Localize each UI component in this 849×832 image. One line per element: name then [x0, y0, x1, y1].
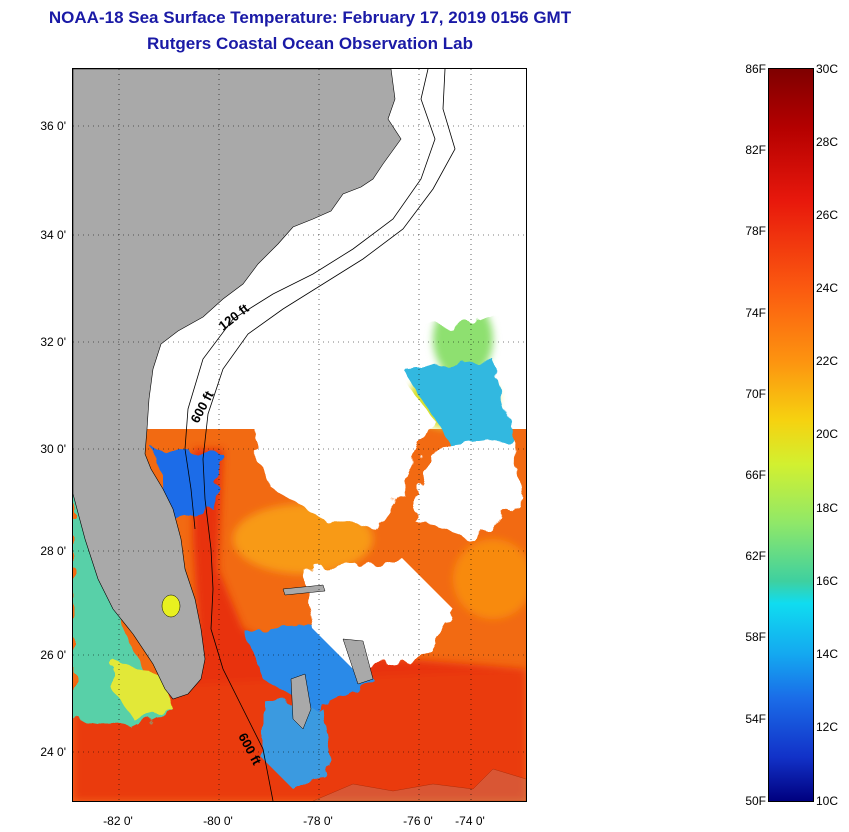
cloud-mass-south	[303, 559, 453, 669]
colorbar-label-82f: 82F	[745, 143, 766, 157]
colorbar-label-70f: 70F	[745, 387, 766, 401]
temperature-colorbar	[768, 68, 814, 802]
land-southeast-us	[73, 69, 402, 700]
colorbar-label-58f: 58F	[745, 630, 766, 644]
colorbar-label-10c: 10C	[816, 794, 839, 808]
colorbar-label-66f: 66F	[745, 468, 766, 482]
colorbar-label-12c: 12C	[816, 720, 839, 734]
lat-label-28: 28 0'	[40, 544, 66, 558]
lon-label-82: -82 0'	[103, 814, 133, 828]
cloud-upper-right	[413, 214, 483, 249]
map-title: NOAA-18 Sea Surface Temperature: Februar…	[48, 8, 572, 27]
cool-water-bahamas	[263, 699, 333, 789]
colorbar-label-16c: 16C	[816, 574, 839, 588]
cuba-coast	[312, 768, 526, 801]
contour-120ft	[184, 69, 436, 530]
sst-map: 120 ft 600 ft 600 ft	[72, 68, 527, 802]
lon-label-80: -80 0'	[203, 814, 233, 828]
lon-label-74: -74 0'	[455, 814, 485, 828]
lat-label-30: 30 0'	[40, 442, 66, 456]
colorbar-label-54f: 54F	[745, 712, 766, 726]
lat-label-24: 24 0'	[40, 745, 66, 759]
gulf-yellow-water	[113, 659, 173, 719]
bahamas-island-eleuthera	[342, 638, 374, 685]
lon-label-76: -76 0'	[403, 814, 433, 828]
colorbar-label-20c: 20C	[816, 427, 839, 441]
colorbar-label-18c: 18C	[816, 501, 839, 515]
colorbar-label-24c: 24C	[816, 281, 839, 295]
cool-water-east	[403, 359, 513, 449]
sst-map-graphic: 120 ft 600 ft 600 ft	[73, 69, 526, 801]
lat-label-26: 26 0'	[40, 648, 66, 662]
colorbar-label-50f: 50F	[745, 794, 766, 808]
colorbar-label-22c: 22C	[816, 354, 839, 368]
cloud-mass-mid	[253, 379, 433, 529]
bahamas-island-andros	[290, 673, 312, 730]
colorbar-label-28c: 28C	[816, 135, 839, 149]
colorbar-label-26c: 26C	[816, 208, 839, 222]
cloud-mass-east	[413, 439, 523, 539]
lat-label-36: 36 0'	[40, 119, 66, 133]
contour-600ft	[202, 69, 456, 801]
lon-label-78: -78 0'	[303, 814, 333, 828]
colorbar-label-30c: 30C	[816, 62, 839, 76]
lat-label-34: 34 0'	[40, 228, 66, 242]
bahamas-island-grand	[282, 584, 326, 596]
lat-label-32: 32 0'	[40, 335, 66, 349]
colorbar-label-14c: 14C	[816, 647, 839, 661]
colorbar-label-74f: 74F	[745, 306, 766, 320]
lake-okeechobee	[161, 594, 181, 618]
colorbar-label-62f: 62F	[745, 549, 766, 563]
colorbar-label-86f: 86F	[745, 62, 766, 76]
colorbar-label-78f: 78F	[745, 224, 766, 238]
map-subtitle: Rutgers Coastal Ocean Observation Lab	[147, 34, 473, 53]
